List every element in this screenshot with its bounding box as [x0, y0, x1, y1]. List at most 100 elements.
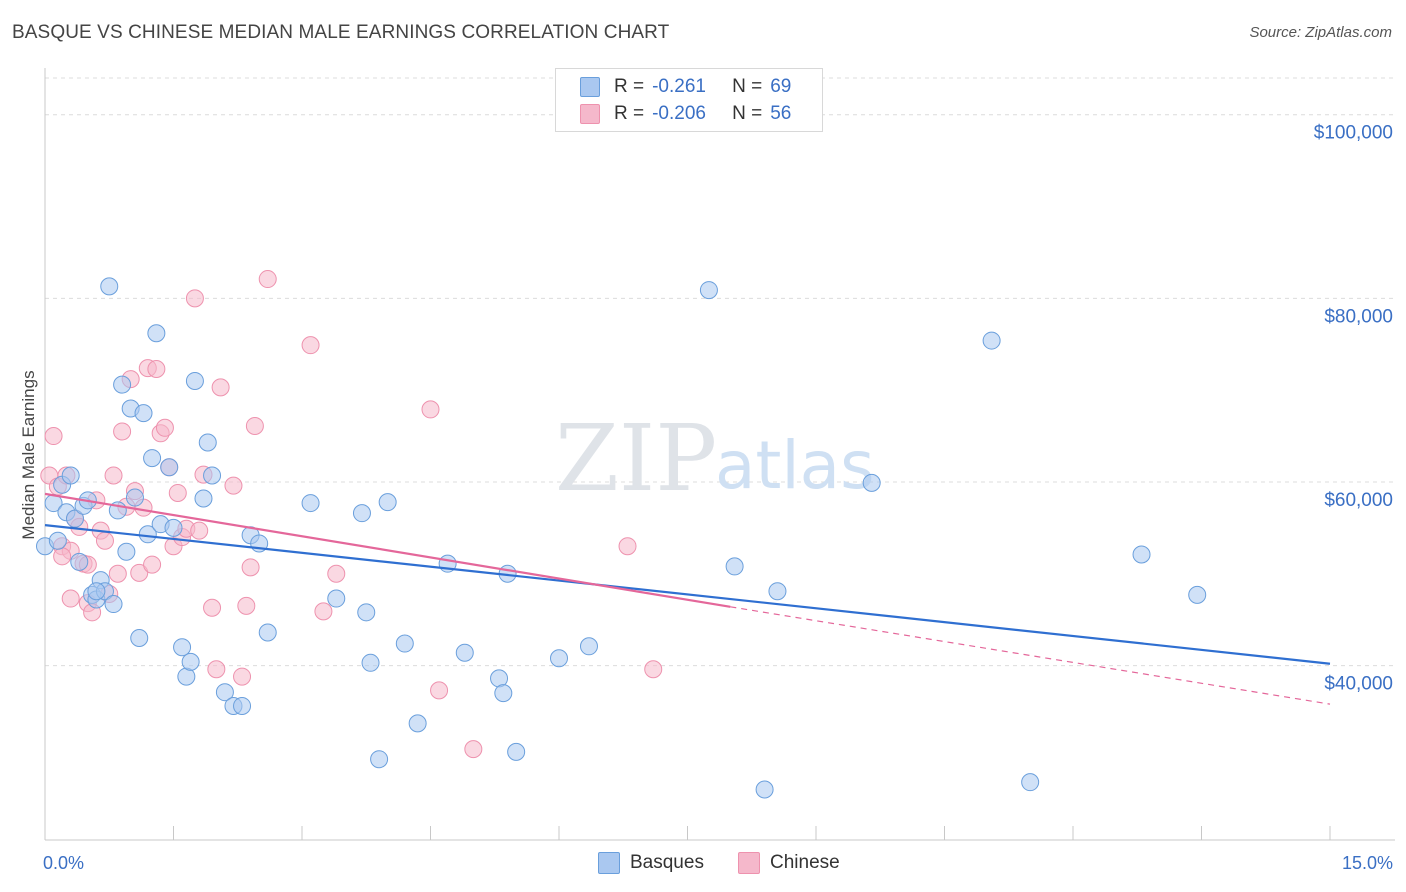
- basques-point: [361, 653, 380, 672]
- y-tick-label: $100,000: [1314, 123, 1393, 144]
- basques-point: [1188, 585, 1207, 604]
- tick-labels: $40,000 $60,000 $80,000 $100,000 0.0% 15.0%: [43, 123, 1393, 873]
- basques-point: [104, 595, 123, 614]
- chinese-point: [233, 667, 252, 686]
- chinese-point: [104, 466, 123, 485]
- basques-point: [198, 433, 217, 452]
- grid-lines: [45, 77, 1395, 667]
- basques-point: [61, 466, 80, 485]
- basques-point: [117, 542, 136, 561]
- chart-title: BASQUE VS CHINESE MEDIAN MALE EARNINGS C…: [12, 22, 670, 43]
- legend-n-label: N =: [732, 103, 763, 124]
- series-legend-basques[interactable]: Basques: [598, 852, 704, 874]
- basques-point: [378, 493, 397, 512]
- y-tick-label: $80,000: [1324, 306, 1393, 327]
- legend-n-label: N =: [732, 76, 763, 97]
- chinese-point: [44, 427, 63, 446]
- series-swatch-chinese: [738, 852, 760, 874]
- basques-point: [113, 375, 132, 394]
- chinese-point: [155, 418, 174, 437]
- series-label-chinese: Chinese: [770, 852, 840, 873]
- chinese-point: [430, 681, 449, 700]
- basques-point: [768, 582, 787, 601]
- series-swatch-basques: [598, 852, 620, 874]
- basques-point: [408, 714, 427, 733]
- chinese-point: [224, 476, 243, 495]
- chinese-point: [168, 483, 187, 502]
- chinese-point: [95, 531, 114, 550]
- legend-r-value: -0.261: [652, 76, 706, 97]
- y-axis-label: Median Male Earnings: [19, 370, 38, 539]
- chinese-point: [464, 740, 483, 759]
- basques-point: [352, 504, 371, 523]
- basques-point: [579, 637, 598, 656]
- basques-point: [203, 466, 222, 485]
- basques-point: [301, 494, 320, 513]
- basques-point: [134, 404, 153, 423]
- chinese-point: [61, 589, 80, 608]
- legend-n-value: 69: [770, 76, 792, 97]
- legend-n-value: 56: [770, 103, 792, 124]
- axes: [44, 68, 1395, 841]
- trend-lines: [44, 492, 1331, 705]
- chinese-trend-extension: [730, 606, 1331, 705]
- chinese-trend-line: [44, 492, 731, 608]
- basques-point: [725, 557, 744, 576]
- series-legend: Basques Chinese: [0, 852, 1406, 878]
- chinese-point: [421, 400, 440, 419]
- basques-point: [258, 623, 277, 642]
- data-points: [36, 270, 1207, 799]
- basques-point: [370, 750, 389, 769]
- basques-point: [185, 371, 204, 390]
- watermark: ZIP atlas: [555, 405, 875, 512]
- chinese-point: [53, 547, 72, 566]
- basques-point: [233, 696, 252, 715]
- basques-point: [755, 780, 774, 799]
- basques-point: [130, 629, 149, 648]
- basques-point: [550, 649, 568, 668]
- basques-point: [143, 449, 162, 468]
- series-label-basques: Basques: [630, 852, 704, 873]
- chinese-point: [241, 558, 260, 577]
- chinese-point: [190, 521, 209, 540]
- chinese-point: [644, 660, 663, 679]
- legend-swatch-basques: [580, 77, 600, 97]
- basques-point: [215, 683, 234, 702]
- chinese-point: [258, 270, 277, 289]
- chinese-point: [147, 360, 166, 379]
- source-label: Source: ZipAtlas.com: [1249, 24, 1392, 41]
- basques-point: [357, 603, 376, 622]
- basques-point: [87, 582, 106, 601]
- basques-point: [164, 518, 183, 537]
- basques-point: [48, 531, 67, 550]
- x-tick-label: 0.0%: [43, 853, 84, 873]
- legend-r-label: R =: [614, 103, 645, 124]
- x-tick-label: 15.0%: [1342, 853, 1393, 873]
- series-legend-chinese[interactable]: Chinese: [738, 852, 840, 874]
- basques-point: [1132, 545, 1151, 564]
- chinese-point: [245, 416, 264, 435]
- basques-point: [65, 509, 84, 528]
- basques-point: [125, 488, 144, 507]
- watermark-zip: ZIP: [555, 405, 717, 512]
- basques-point: [862, 473, 881, 492]
- basques-point: [160, 458, 179, 477]
- chinese-point: [130, 563, 149, 582]
- basques-point: [147, 324, 166, 343]
- basques-point: [194, 489, 213, 508]
- basques-point: [1021, 773, 1040, 792]
- chinese-point: [203, 598, 222, 617]
- chinese-point: [211, 378, 230, 397]
- legend-row-chinese: R = -0.206 N = 56: [580, 101, 791, 127]
- basques-point: [982, 331, 1001, 350]
- basques-trend-line: [44, 524, 1331, 665]
- basques-point: [100, 277, 119, 296]
- basques-point: [507, 742, 526, 761]
- chinese-point: [143, 555, 162, 574]
- chinese-point: [113, 422, 132, 441]
- chinese-point: [237, 596, 256, 615]
- basques-point: [327, 589, 346, 608]
- chinese-point: [327, 564, 346, 583]
- basques-point: [494, 684, 513, 703]
- basques-point: [70, 552, 89, 571]
